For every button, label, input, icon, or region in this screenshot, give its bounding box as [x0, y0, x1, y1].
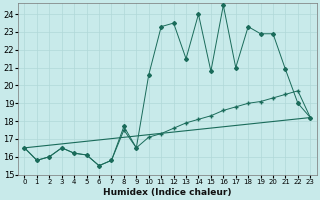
X-axis label: Humidex (Indice chaleur): Humidex (Indice chaleur) [103, 188, 232, 197]
